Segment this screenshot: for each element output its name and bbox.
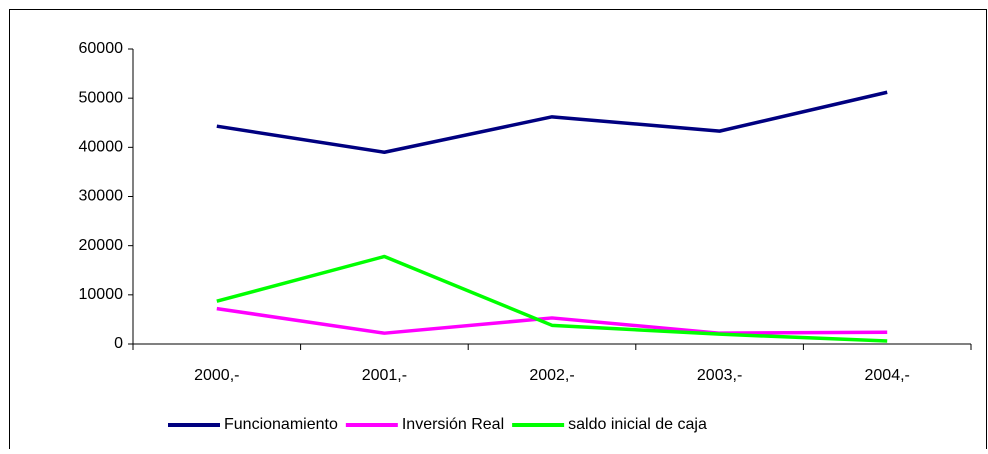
- y-tick-label: 40000: [79, 139, 124, 156]
- series-line: [216, 90, 888, 154]
- y-tick-label: 30000: [79, 188, 124, 205]
- legend-label: saldo inicial de caja: [568, 416, 707, 433]
- y-tick-label: 0: [114, 335, 123, 352]
- y-tick-label: 10000: [79, 286, 124, 303]
- x-tick-label: 2001,-: [362, 367, 407, 384]
- y-tick-label: 50000: [79, 89, 124, 106]
- series-line: [216, 306, 888, 335]
- x-tick-label: 2000,-: [194, 367, 239, 384]
- x-tick-label: 2002,-: [529, 367, 574, 384]
- legend-label: Inversión Real: [402, 416, 504, 433]
- series-line: [216, 254, 888, 343]
- chart-frame: [9, 9, 987, 454]
- legend-label: Funcionamiento: [224, 416, 338, 433]
- x-tick-label: 2003,-: [697, 367, 742, 384]
- y-tick-label: 60000: [79, 40, 124, 57]
- x-tick-label: 2004,-: [865, 367, 910, 384]
- y-tick-label: 20000: [79, 237, 124, 254]
